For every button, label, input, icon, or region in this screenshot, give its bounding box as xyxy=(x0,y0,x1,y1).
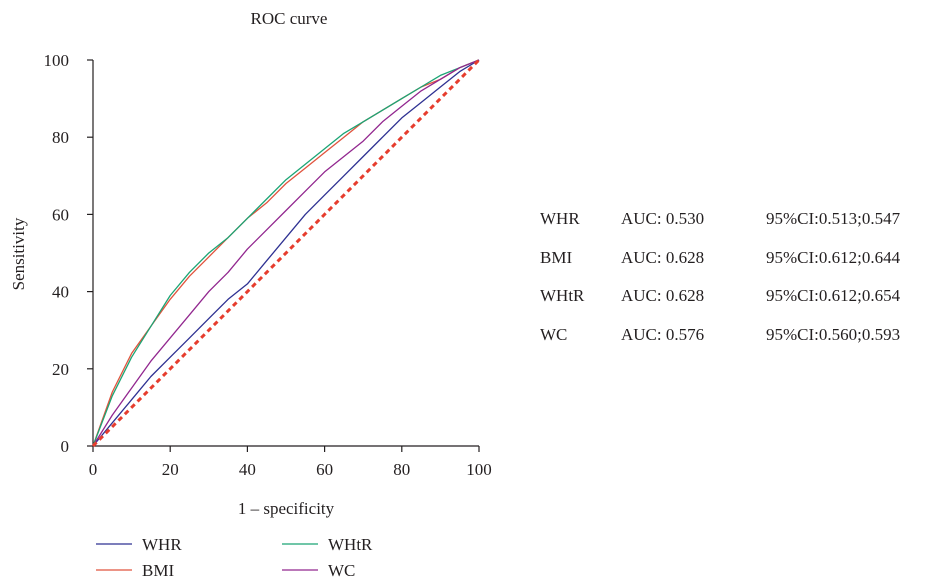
ci-value: 95%CI:0.560;0.593 xyxy=(766,324,901,344)
y-tick-label: 80 xyxy=(52,128,69,147)
ci-value: 95%CI:0.513;0.547 xyxy=(766,209,901,229)
auc-row: WC AUC: 0.576 95%CI:0.560;0.593 xyxy=(540,316,900,355)
auc-row: WHtR AUC: 0.628 95%CI:0.612;0.654 xyxy=(540,277,900,316)
x-tick-label: 20 xyxy=(162,460,179,479)
auc-row-name: WC xyxy=(540,324,568,344)
legend: WHR BMI WHtR WC xyxy=(96,535,373,580)
auc-value: AUC: 0.628 xyxy=(621,247,705,267)
axis-ticks: 0 20 40 60 80 100 0 20 40 60 80 100 xyxy=(44,51,492,479)
legend-label-bmi: BMI xyxy=(142,561,174,580)
y-tick-label: 20 xyxy=(52,360,69,379)
auc-value: AUC: 0.530 xyxy=(621,209,705,229)
auc-row-name: WHtR xyxy=(540,286,585,306)
x-tick-label: 60 xyxy=(316,460,333,479)
y-tick-label: 60 xyxy=(52,205,69,224)
auc-table: WHR AUC: 0.530 95%CI:0.513;0.547 BMI AUC: 0.… xyxy=(540,200,900,354)
series-layer xyxy=(91,58,481,448)
legend-label-wc: WC xyxy=(328,561,355,580)
auc-value: AUC: 0.576 xyxy=(621,324,705,344)
y-axis-label: Sensitivity xyxy=(9,217,28,290)
y-tick-label: 0 xyxy=(61,437,70,456)
y-tick-label: 100 xyxy=(44,51,70,70)
x-axis-label: 1 – specificity xyxy=(238,499,335,518)
legend-label-whtr: WHtR xyxy=(328,535,373,554)
roc-line-wc xyxy=(92,59,480,447)
x-tick-label: 80 xyxy=(393,460,410,479)
ci-value: 95%CI:0.612;0.644 xyxy=(766,247,901,267)
roc-line-whr xyxy=(92,59,480,447)
ci-value: 95%CI:0.612;0.654 xyxy=(766,286,901,306)
auc-row-name: BMI xyxy=(540,247,573,267)
chart-title: ROC curve xyxy=(251,9,328,28)
legend-label-whr: WHR xyxy=(142,535,182,554)
x-tick-label: 100 xyxy=(466,460,492,479)
y-tick-label: 40 xyxy=(52,283,69,302)
roc-line-whtr xyxy=(92,59,480,447)
auc-row-name: WHR xyxy=(540,209,580,229)
x-tick-label: 0 xyxy=(89,460,98,479)
x-tick-label: 40 xyxy=(239,460,256,479)
auc-row: BMI AUC: 0.628 95%CI:0.612;0.644 xyxy=(540,239,900,278)
reference-diagonal-line xyxy=(91,58,481,448)
auc-value: AUC: 0.628 xyxy=(621,286,705,306)
auc-row: WHR AUC: 0.530 95%CI:0.513;0.547 xyxy=(540,200,900,239)
